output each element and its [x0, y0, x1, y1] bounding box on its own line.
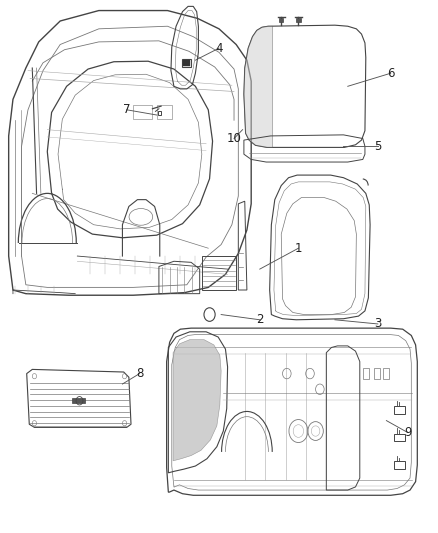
Text: 2: 2 — [256, 313, 264, 326]
Bar — [133, 104, 152, 119]
Bar — [363, 368, 369, 379]
Text: 4: 4 — [215, 42, 223, 55]
Bar — [183, 60, 190, 66]
Bar — [374, 368, 380, 379]
Text: 7: 7 — [123, 103, 131, 116]
Bar — [383, 368, 389, 379]
Polygon shape — [244, 26, 272, 148]
Text: 9: 9 — [404, 426, 412, 439]
Bar — [157, 104, 172, 119]
Bar — [72, 398, 85, 403]
Bar — [394, 406, 405, 414]
Text: 1: 1 — [295, 242, 302, 255]
Text: 8: 8 — [136, 367, 143, 380]
Bar — [296, 18, 300, 22]
Bar — [158, 111, 161, 115]
Bar — [394, 434, 405, 441]
Text: 5: 5 — [374, 140, 381, 153]
Text: 3: 3 — [374, 318, 381, 330]
Bar — [279, 18, 283, 22]
Bar — [182, 59, 191, 67]
Text: 6: 6 — [387, 67, 395, 80]
Polygon shape — [173, 340, 221, 461]
Bar — [394, 462, 405, 469]
Text: 10: 10 — [226, 132, 241, 145]
